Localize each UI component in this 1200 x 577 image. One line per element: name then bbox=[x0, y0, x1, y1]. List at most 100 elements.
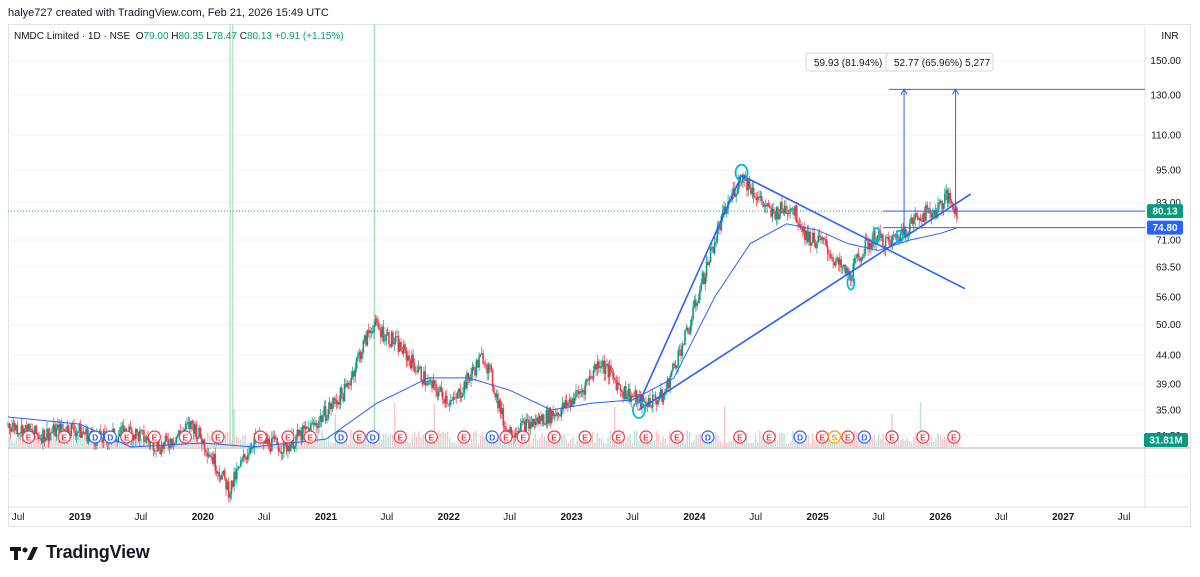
volume-bar bbox=[328, 435, 330, 447]
time-tick-label: Jul bbox=[135, 512, 148, 523]
candle-body bbox=[666, 378, 669, 389]
volume-bar bbox=[347, 443, 350, 447]
candle-body bbox=[332, 398, 335, 405]
price-tick-label: 50.00 bbox=[1156, 320, 1181, 331]
candle-body bbox=[476, 360, 479, 368]
candle-body bbox=[782, 209, 785, 214]
volume-bar bbox=[26, 442, 28, 447]
candle-body bbox=[785, 205, 787, 214]
candle-body bbox=[443, 399, 445, 404]
candle-body bbox=[672, 363, 674, 371]
candle-body bbox=[386, 332, 389, 335]
event-marker bbox=[457, 430, 471, 444]
candle-body bbox=[79, 424, 82, 438]
candle-body bbox=[241, 458, 243, 461]
candle-body bbox=[174, 442, 176, 444]
volume-bar bbox=[609, 430, 611, 447]
currency-label: INR bbox=[1161, 31, 1178, 42]
candle-body bbox=[306, 426, 308, 429]
candle-body bbox=[630, 395, 632, 402]
volume-bar bbox=[812, 433, 814, 447]
projection-label-box bbox=[885, 52, 994, 72]
candle-body bbox=[802, 226, 805, 232]
volume-bar bbox=[334, 413, 336, 447]
candle-body bbox=[238, 466, 241, 468]
candle-body bbox=[167, 439, 169, 446]
candle-body bbox=[555, 414, 557, 416]
event-marker-letter: E bbox=[356, 433, 362, 443]
event-marker-letter: E bbox=[215, 433, 221, 443]
volume-bar bbox=[574, 443, 576, 447]
tradingview-logo[interactable]: TradingView bbox=[10, 542, 150, 563]
candle-body bbox=[583, 390, 585, 395]
candle-body bbox=[587, 379, 589, 381]
candle-body bbox=[530, 422, 533, 427]
candle-body bbox=[384, 340, 386, 342]
candle-body bbox=[345, 384, 347, 387]
candle-body bbox=[915, 213, 918, 216]
time-tick-label: 2021 bbox=[315, 512, 338, 523]
projection-arrowhead bbox=[900, 88, 908, 95]
volume-bar bbox=[501, 442, 504, 447]
candle-body bbox=[657, 400, 659, 405]
volume-bar bbox=[695, 435, 697, 447]
candle-body bbox=[136, 429, 139, 433]
candle-body bbox=[269, 449, 272, 452]
event-marker bbox=[578, 430, 592, 444]
volume-bar bbox=[411, 436, 413, 447]
volume-bar bbox=[576, 440, 578, 447]
candle-body bbox=[67, 425, 70, 435]
candle-body bbox=[340, 387, 343, 395]
candle-body bbox=[950, 200, 953, 203]
candle-body bbox=[62, 428, 64, 430]
candle-body bbox=[646, 405, 649, 407]
candle-body bbox=[71, 423, 74, 425]
candle-body bbox=[620, 390, 623, 392]
candle-body bbox=[468, 378, 471, 381]
volume-bar bbox=[389, 433, 391, 447]
candle-body bbox=[219, 476, 222, 480]
candle-body bbox=[824, 238, 826, 240]
candle-body bbox=[723, 206, 725, 211]
volume-bar bbox=[317, 430, 319, 447]
event-marker-letter: D bbox=[92, 433, 98, 443]
candle-body bbox=[861, 257, 864, 259]
volume-bar bbox=[886, 443, 889, 447]
volume-bar bbox=[356, 442, 358, 447]
candle-body bbox=[320, 415, 323, 422]
volume-bar bbox=[840, 441, 842, 447]
volume-bar bbox=[246, 443, 248, 447]
candle-body bbox=[732, 188, 735, 193]
candle-body bbox=[50, 432, 52, 434]
candle-body bbox=[139, 431, 141, 441]
event-marker bbox=[253, 430, 267, 444]
volume-bar bbox=[39, 442, 42, 447]
candle-body bbox=[11, 426, 13, 432]
candle-body bbox=[557, 412, 560, 416]
volume-bar bbox=[185, 442, 187, 447]
candle-body bbox=[16, 425, 19, 435]
candle-body bbox=[863, 254, 865, 258]
candle-body bbox=[209, 454, 211, 458]
volume-bar bbox=[614, 406, 616, 447]
candle-body bbox=[153, 450, 156, 452]
projection-label-text: 59.93 (81.94%) 5,993 bbox=[814, 58, 911, 69]
candle-body bbox=[159, 450, 161, 455]
candle-body bbox=[421, 380, 424, 385]
volume-bar bbox=[930, 436, 933, 447]
candle-body bbox=[795, 205, 798, 223]
volume-bar bbox=[116, 438, 119, 447]
candle-body bbox=[456, 392, 459, 399]
volume-bar bbox=[625, 443, 627, 447]
candle-body bbox=[709, 247, 712, 263]
volume-bar bbox=[721, 443, 724, 447]
candle-body bbox=[458, 388, 460, 393]
candle-body bbox=[279, 451, 281, 453]
candle-body bbox=[777, 207, 779, 220]
volume-bar bbox=[935, 438, 937, 447]
candle-body bbox=[594, 364, 596, 371]
projection-label: 52.77 (65.96%) 5,277 bbox=[885, 52, 994, 72]
candle-body bbox=[436, 391, 439, 397]
candle-body bbox=[762, 201, 764, 207]
